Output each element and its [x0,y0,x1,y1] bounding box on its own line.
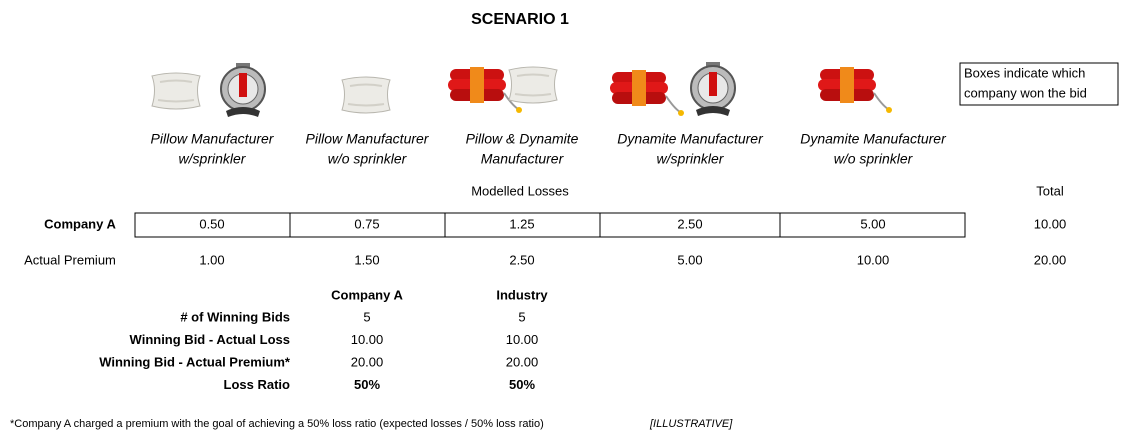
total-cell: 10.00 [1034,216,1067,231]
column-label: w/o sprinkler [834,151,914,167]
footnote: *Company A charged a premium with the go… [10,418,544,430]
sprinkler-icon [690,61,736,117]
summary-label: # of Winning Bids [180,309,290,324]
pillow-icon [508,66,558,104]
cell: 0.50 [199,216,224,231]
cell: 1.25 [509,216,534,231]
summary-label: Winning Bid - Actual Premium* [99,354,291,369]
dynamite-icon [817,66,893,114]
total-label: Total [1036,183,1064,198]
cell: 2.50 [677,216,702,231]
note-box [959,62,1119,106]
row-label: Company A [44,216,116,231]
cell: 10.00 [857,252,890,267]
section-label: Modelled Losses [471,183,569,198]
note-line: company won the bid [964,85,1087,100]
summary-cell: 5 [363,309,370,324]
sprinkler-icon [220,62,266,118]
summary-cell: 50% [509,377,535,392]
summary-cell: 50% [354,377,380,392]
column-label: Dynamite Manufacturer [617,131,764,147]
column-label: w/sprinkler [657,151,725,167]
summary-cell: 20.00 [351,354,384,369]
note-line: Boxes indicate which [964,65,1085,80]
column-label: Manufacturer [481,151,565,167]
summary-label: Loss Ratio [224,377,291,392]
summary-cell: 20.00 [506,354,539,369]
footnote-tag: [ILLUSTRATIVE] [649,418,733,430]
total-cell: 20.00 [1034,252,1067,267]
cell: 5.00 [860,216,885,231]
summary-header: Industry [496,287,548,302]
cell: 0.75 [354,216,379,231]
column-label: Pillow Manufacturer [151,131,275,147]
winning-bid-box [134,212,966,238]
column-label: w/sprinkler [179,151,247,167]
summary-header: Company A [331,287,403,302]
column-label: Dynamite Manufacturer [800,131,947,147]
title: SCENARIO 1 [471,11,569,28]
column-label: w/o sprinkler [328,151,408,167]
column-label: Pillow Manufacturer [306,131,430,147]
summary-cell: 10.00 [351,332,384,347]
pillow-icon [341,76,391,114]
cell: 5.00 [677,252,702,267]
summary-cell: 5 [518,309,525,324]
summary-label: Winning Bid - Actual Loss [130,332,290,347]
column-label: Pillow & Dynamite [466,131,579,147]
cell: 1.00 [199,252,224,267]
pillow-icon [151,72,201,110]
cell: 2.50 [509,252,534,267]
summary-cell: 10.00 [506,332,539,347]
cell: 1.50 [354,252,379,267]
row-label: Actual Premium [24,252,116,267]
dynamite-icon [609,69,685,117]
